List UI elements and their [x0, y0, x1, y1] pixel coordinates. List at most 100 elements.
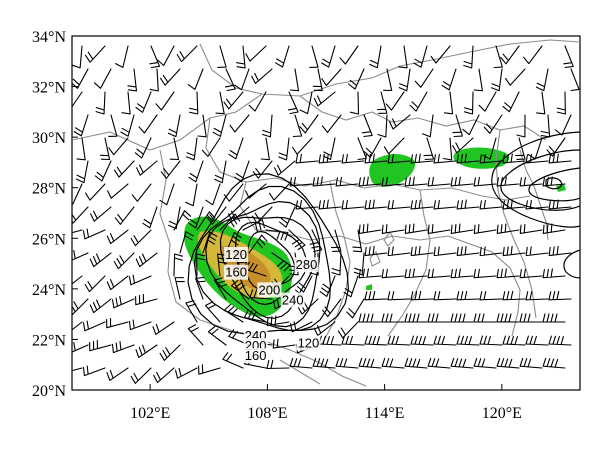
wind-barb: [90, 206, 112, 222]
longitude-labels: 102°E 108°E 114°E 120°E: [130, 405, 522, 422]
wind-barb: [349, 91, 360, 115]
wind-barb: [452, 114, 463, 138]
wind-barb: [502, 335, 526, 346]
wind-barb: [289, 68, 300, 92]
wind-barb: [187, 324, 204, 346]
wind-barb: [427, 224, 451, 234]
wind-barb: [111, 295, 135, 309]
wind-barb: [204, 301, 221, 323]
wind-barb: [387, 246, 411, 257]
wind-barb: [108, 137, 129, 156]
lat-label: 32°N: [32, 80, 66, 97]
wind-barb: [160, 68, 181, 86]
wind-barb: [89, 252, 112, 268]
wind-barb: [493, 45, 503, 69]
wind-barb: [473, 68, 483, 92]
wind-barb: [519, 357, 543, 369]
wind-barb: [113, 252, 135, 270]
lon-label: 108°E: [247, 405, 287, 422]
wind-barb: [176, 45, 198, 63]
wind-barb: [274, 160, 296, 176]
wind-barb: [450, 313, 474, 323]
lon-label: 102°E: [130, 405, 170, 422]
wind-barb: [261, 114, 273, 138]
wind-barb: [266, 359, 290, 370]
wind-barb: [185, 300, 198, 323]
wind-barb: [73, 114, 89, 137]
wind-barb: [321, 45, 336, 68]
contour-label-bg: [296, 335, 321, 351]
shade-green-tiny: [366, 284, 372, 290]
wind-barb: [331, 229, 342, 252]
wind-barb: [398, 45, 408, 69]
wind-barb: [289, 357, 313, 369]
wind-barb: [135, 344, 158, 358]
wind-barb: [212, 114, 227, 137]
wind-barb: [108, 114, 118, 137]
wind-barb: [318, 199, 342, 210]
wind-barb: [271, 252, 291, 272]
lat-label: 34°N: [32, 29, 66, 46]
wind-barb: [174, 276, 185, 300]
lat-label: 28°N: [32, 181, 66, 198]
wind-barb: [473, 224, 497, 234]
wind-barb: [72, 367, 83, 372]
wind-barb: [169, 137, 180, 161]
wind-barb: [410, 199, 434, 210]
wind-barb: [224, 68, 236, 92]
wind-barb: [188, 160, 204, 183]
lat-label: 20°N: [32, 383, 66, 400]
axis-ticks: [72, 35, 503, 391]
wind-barb: [106, 275, 129, 291]
wind-barb: [278, 137, 290, 161]
wind-barb: [456, 335, 480, 346]
wind-barb: [542, 223, 566, 234]
wind-barb: [266, 315, 290, 327]
wind-barb: [195, 276, 206, 300]
wind-barb: [136, 160, 158, 176]
wind-barb: [482, 137, 497, 160]
wind-barb: [502, 245, 526, 257]
wind-barb: [515, 137, 526, 160]
wind-barb: [456, 245, 480, 257]
wind-barb: [89, 298, 112, 314]
wind-barb: [548, 335, 572, 346]
wind-barb: [175, 367, 198, 379]
lat-label: 24°N: [32, 282, 66, 299]
wind-barb: [377, 114, 388, 138]
wind-barb: [106, 367, 129, 381]
wind-barb: [433, 246, 457, 257]
wind-barb: [456, 153, 480, 164]
wind-barb: [341, 335, 365, 346]
wind-barb: [248, 234, 268, 254]
wind-barb: [292, 114, 303, 138]
wind-barb: [295, 199, 319, 210]
wind-barb: [450, 268, 474, 279]
wind-barb: [289, 321, 313, 333]
wind-barb: [463, 45, 474, 69]
lon-label: 120°E: [482, 405, 522, 422]
wind-barb: [381, 176, 405, 187]
wind-barb: [138, 114, 158, 134]
wind-barb: [189, 91, 199, 115]
wind-barb: [128, 274, 152, 286]
wind-barb: [72, 91, 83, 108]
contour-line: [528, 167, 580, 202]
wind-barb: [292, 137, 313, 155]
wind-barb: [95, 91, 106, 115]
wind-barb: [268, 183, 290, 201]
wind-barb: [473, 357, 497, 369]
wind-barb: [427, 268, 451, 279]
wind-barb: [404, 223, 428, 234]
wind-barb: [473, 176, 497, 187]
wind-barb: [76, 137, 86, 161]
wind-barb: [542, 176, 566, 187]
contour-line: [491, 131, 580, 228]
contour-label: 280: [296, 257, 318, 272]
wind-barb: [274, 45, 290, 68]
wind-barb: [198, 364, 221, 375]
wind-barb: [72, 249, 89, 261]
wind-barb: [142, 206, 158, 229]
